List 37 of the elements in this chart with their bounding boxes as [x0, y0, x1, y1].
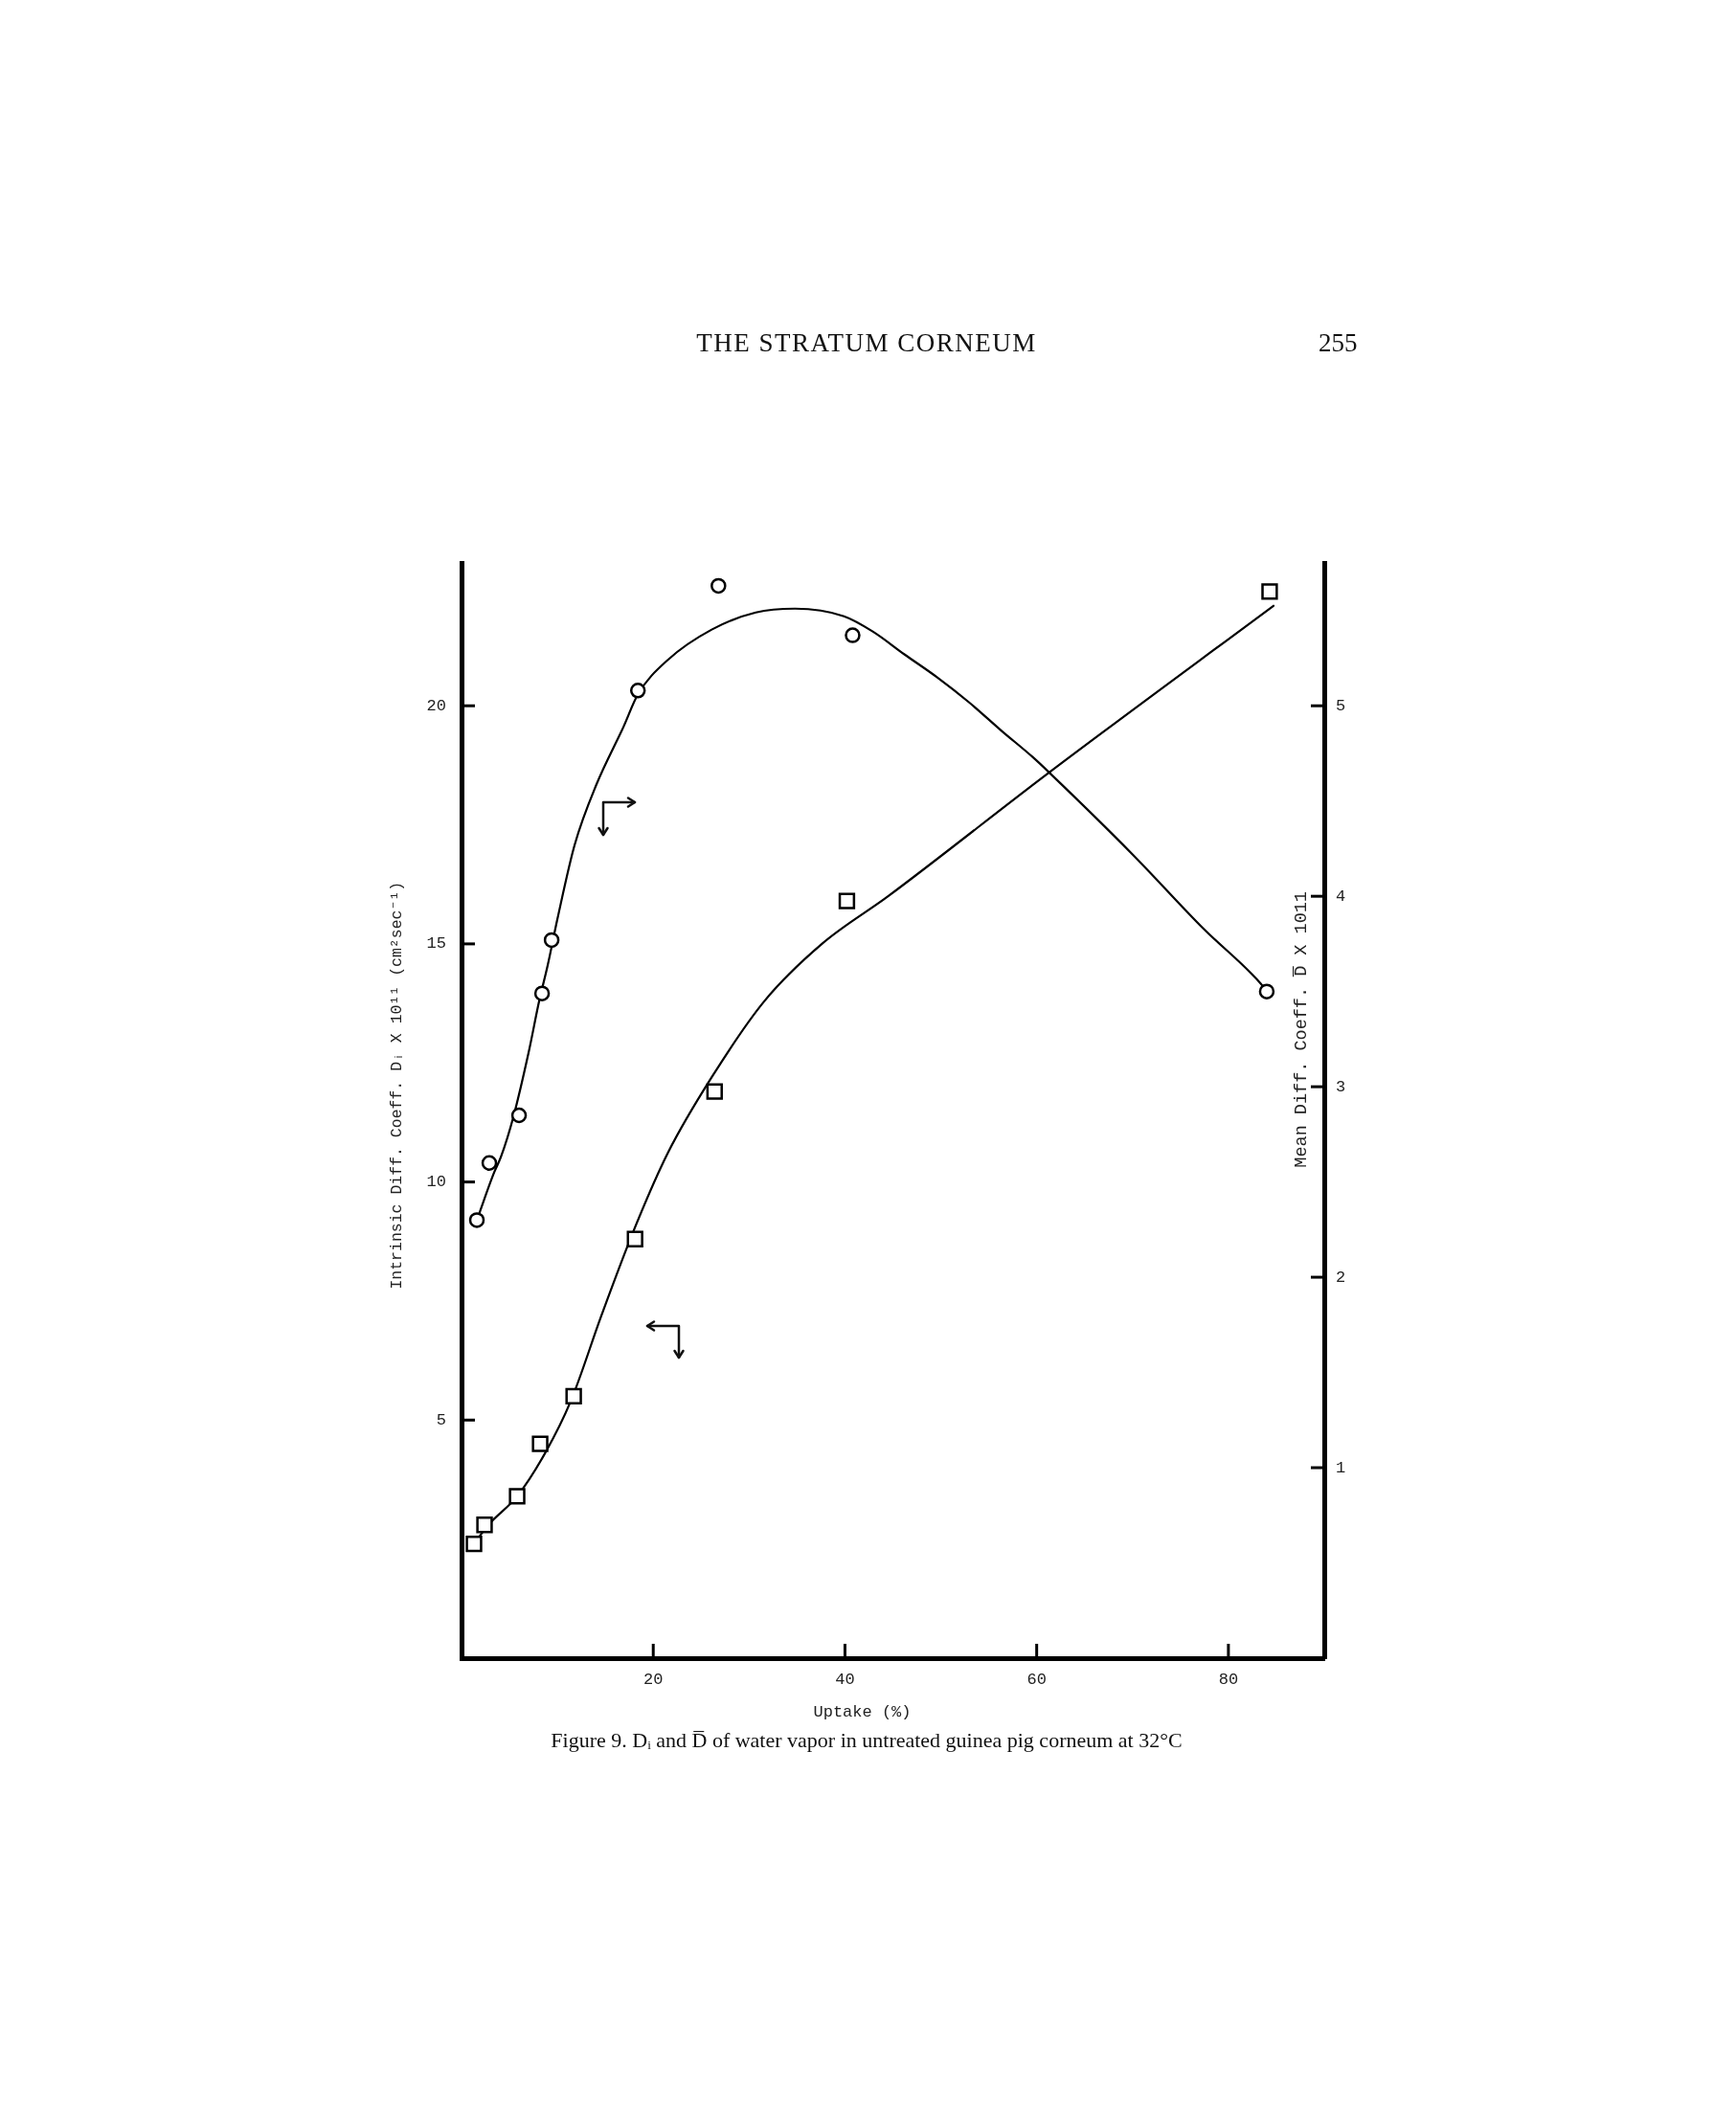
point — [1261, 583, 1278, 600]
point — [543, 932, 560, 949]
y2-tick-label: 4 — [1336, 887, 1346, 906]
point — [476, 1516, 493, 1534]
point — [706, 1083, 723, 1100]
y2-tick-label: 5 — [1336, 696, 1346, 715]
point — [531, 1435, 549, 1452]
point — [508, 1488, 526, 1505]
point — [565, 1387, 582, 1405]
point — [533, 985, 551, 1001]
x-tick-label: 80 — [1218, 1670, 1239, 1689]
x-tick-label: 60 — [1026, 1670, 1047, 1689]
caption: Figure 9. Dᵢ and D̅ of water vapor in untreated guinea pig corneum at 32°C — [551, 1728, 1183, 1753]
y-tick-label: 15 — [426, 934, 446, 954]
point — [468, 1212, 485, 1228]
point — [481, 1155, 498, 1171]
text: THE STRATUM CORNEUM — [696, 328, 1037, 359]
point — [710, 577, 727, 595]
y-tick-label: 20 — [426, 696, 446, 715]
text: 255 — [1319, 328, 1358, 359]
point — [510, 1107, 528, 1124]
y-tick-label: 10 — [426, 1173, 446, 1192]
y2-tick-label: 3 — [1336, 1077, 1346, 1096]
y-axis-title: Intrinsic Diff. Coeff. Dᵢ X 10¹¹ (cm²sec⁻¹) — [388, 881, 407, 1290]
y2-axis-title: Mean Diff. Coeff. D̅ X 1011 — [1291, 891, 1312, 1168]
x-tick-label: 20 — [643, 1670, 664, 1689]
point — [465, 1535, 483, 1553]
point — [838, 892, 856, 910]
point — [629, 683, 646, 699]
x-axis-title: Uptake (%) — [813, 1702, 912, 1721]
point — [845, 627, 861, 643]
point — [1258, 983, 1275, 999]
y2-tick-label: 1 — [1336, 1458, 1346, 1477]
y2-tick-label: 2 — [1336, 1268, 1346, 1287]
x-tick-label: 40 — [835, 1670, 855, 1689]
y-tick-label: 5 — [436, 1410, 446, 1429]
point — [626, 1230, 643, 1247]
